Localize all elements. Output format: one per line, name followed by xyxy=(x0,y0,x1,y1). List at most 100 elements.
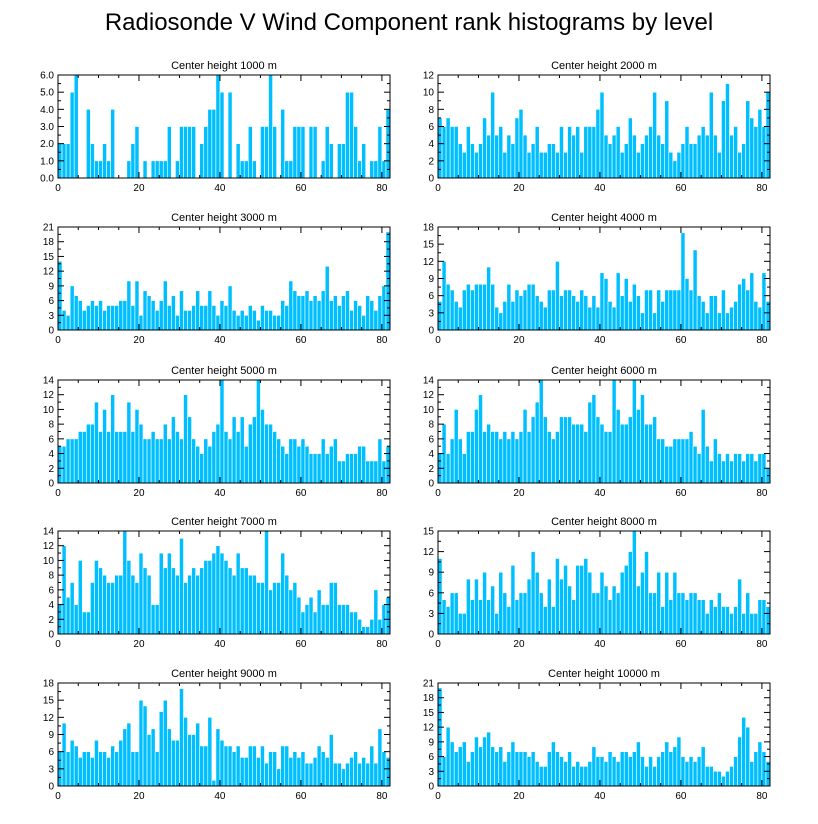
bar xyxy=(490,283,495,331)
bar xyxy=(579,289,585,331)
bar xyxy=(603,761,609,787)
bar xyxy=(721,460,726,484)
bar xyxy=(167,126,172,179)
bar xyxy=(280,445,286,484)
bar xyxy=(175,314,180,331)
bar xyxy=(587,571,593,635)
bar xyxy=(559,295,564,331)
bar xyxy=(361,757,367,787)
bar xyxy=(98,431,103,484)
bar xyxy=(745,289,751,331)
bar xyxy=(361,445,367,484)
bar xyxy=(110,745,115,787)
bar xyxy=(668,445,674,484)
bar xyxy=(538,379,544,484)
bar xyxy=(328,143,334,179)
bar xyxy=(252,160,257,179)
y-tick-label: 2.0 xyxy=(40,139,54,150)
bar xyxy=(69,285,75,331)
bar xyxy=(708,295,714,331)
bar xyxy=(150,160,156,179)
bar xyxy=(73,745,79,787)
bar xyxy=(215,314,221,331)
bar xyxy=(461,741,467,787)
x-tick-label: 20 xyxy=(133,639,145,650)
bar xyxy=(320,751,326,787)
bar xyxy=(118,431,124,484)
bar xyxy=(619,751,625,787)
bar xyxy=(733,301,738,331)
chart-panel-10: Center height 10000 m 0 20 40 60 80 0 3 6 9 12 15 18… xyxy=(423,668,771,802)
bar xyxy=(316,300,322,331)
bar xyxy=(154,310,160,331)
bar xyxy=(73,438,79,484)
x-tick-label: 60 xyxy=(675,183,687,194)
bar xyxy=(725,453,730,484)
bar xyxy=(102,143,107,179)
bar xyxy=(761,599,767,635)
bar xyxy=(162,423,168,484)
bar xyxy=(534,761,540,787)
bar xyxy=(264,423,269,484)
bar xyxy=(607,599,613,635)
bar xyxy=(632,530,637,635)
bar xyxy=(207,109,213,179)
bar xyxy=(183,126,188,179)
bar xyxy=(191,567,196,635)
bar xyxy=(494,431,500,484)
bar xyxy=(349,310,354,331)
bar xyxy=(308,596,314,635)
bar xyxy=(696,756,702,787)
bar xyxy=(470,143,475,179)
bar xyxy=(256,757,261,787)
bar xyxy=(69,739,75,787)
bar xyxy=(579,423,585,484)
bar xyxy=(668,599,674,635)
bar xyxy=(668,751,674,787)
bar xyxy=(765,301,771,331)
bar xyxy=(700,746,706,787)
bar xyxy=(252,310,257,331)
bar xyxy=(510,301,516,331)
bar xyxy=(648,126,653,179)
y-tick-label: 12 xyxy=(423,71,435,82)
bar xyxy=(94,560,99,635)
bar xyxy=(134,126,140,179)
bar xyxy=(191,126,196,179)
bar xyxy=(110,582,115,635)
bar xyxy=(154,438,160,484)
bar xyxy=(514,438,520,484)
bar xyxy=(130,305,136,331)
bar xyxy=(474,736,479,787)
bar xyxy=(247,745,253,787)
y-tick-label: 6 xyxy=(48,296,54,307)
bar xyxy=(312,295,318,331)
bar xyxy=(106,160,111,179)
bar xyxy=(239,757,245,787)
bar xyxy=(547,289,552,331)
bar xyxy=(73,604,79,635)
bar xyxy=(300,126,306,179)
bar xyxy=(522,134,528,179)
x-tick-label: 40 xyxy=(214,335,226,346)
bar xyxy=(449,438,455,484)
x-tick-label: 0 xyxy=(435,639,441,650)
bar xyxy=(461,453,467,484)
bar xyxy=(615,761,621,787)
bar xyxy=(288,160,294,179)
bar xyxy=(704,312,710,331)
bar xyxy=(575,761,581,787)
bar xyxy=(203,305,209,331)
bar xyxy=(264,310,269,331)
bar xyxy=(449,741,455,787)
bar xyxy=(337,460,342,484)
y-tick-label: 4 xyxy=(48,449,54,460)
bar xyxy=(583,431,589,484)
bar xyxy=(498,571,504,635)
bar xyxy=(571,295,576,331)
bar xyxy=(737,578,742,635)
bar xyxy=(142,438,148,484)
bar xyxy=(688,143,694,179)
bar xyxy=(757,306,763,331)
bar xyxy=(211,431,217,484)
